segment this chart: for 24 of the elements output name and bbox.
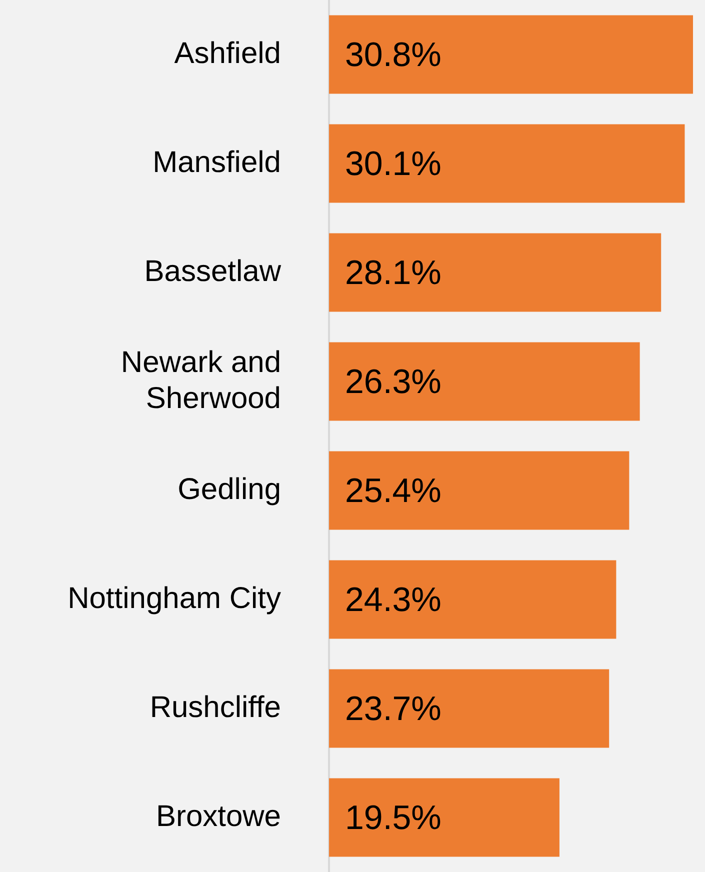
y-tick-label: Rushcliffe <box>150 690 281 724</box>
y-tick-label: Bassetlaw <box>144 254 282 288</box>
bar <box>329 560 616 639</box>
bar <box>329 451 630 530</box>
data-label: 25.4% <box>345 472 442 510</box>
y-tick-label: Broxtowe <box>156 800 281 833</box>
data-label: 30.8% <box>345 36 442 74</box>
y-tick-label: Gedling <box>178 472 281 506</box>
y-tick-label: Nottingham City <box>68 582 281 615</box>
bar <box>329 15 693 94</box>
data-label: 23.7% <box>345 690 442 728</box>
data-label: 26.3% <box>345 362 442 401</box>
bar <box>329 124 685 203</box>
y-tick-label: Mansfield <box>152 146 281 179</box>
y-tick-label: Newark and Sherwood <box>120 346 281 415</box>
bar <box>329 669 610 748</box>
bar <box>329 342 640 421</box>
data-label: 28.1% <box>345 254 442 292</box>
bar <box>329 778 560 857</box>
data-label: 30.1% <box>345 144 442 183</box>
bar <box>329 233 662 312</box>
data-label: 24.3% <box>345 580 442 619</box>
y-tick-label: Ashfield <box>174 36 281 70</box>
data-label: 19.5% <box>345 798 442 837</box>
